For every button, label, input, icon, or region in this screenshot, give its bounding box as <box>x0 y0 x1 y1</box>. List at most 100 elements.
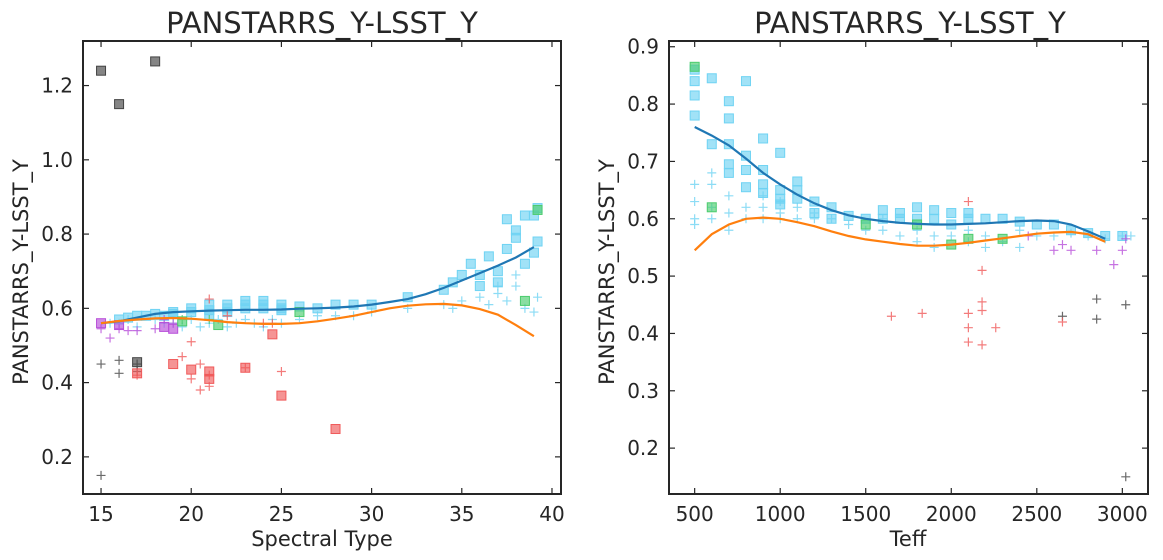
square-marker <box>689 90 700 101</box>
plus-marker <box>195 322 205 332</box>
square-marker <box>240 362 251 373</box>
plus-marker <box>977 265 987 275</box>
square-marker <box>267 329 278 340</box>
square-marker <box>723 113 734 124</box>
plus-marker <box>758 202 768 212</box>
square-marker <box>723 159 734 170</box>
plus-marker <box>204 294 214 304</box>
plus-marker <box>690 197 700 207</box>
plus-marker <box>511 281 521 291</box>
plus-marker <box>1121 300 1131 310</box>
square-marker <box>519 295 530 306</box>
plus-marker <box>1109 260 1119 270</box>
plus-marker <box>150 324 160 334</box>
plus-marker <box>929 242 939 252</box>
series-line-11 <box>100 302 535 338</box>
plus-marker <box>1015 242 1025 252</box>
square-marker <box>510 225 521 236</box>
plus-marker <box>1121 234 1131 244</box>
left-y-axis-label: PANSTARRS_Y-LSST_Y <box>9 159 34 385</box>
x-tick-label: 3000 <box>1097 502 1148 526</box>
x-tick-label: 35 <box>449 502 474 526</box>
plus-marker <box>222 311 232 321</box>
left-x-axis-label: Spectral Type <box>251 527 393 551</box>
plus-marker <box>844 219 854 229</box>
y-tick-label: 0.5 <box>627 264 659 288</box>
square-marker <box>186 364 197 375</box>
plus-marker <box>222 322 232 332</box>
square-marker <box>929 205 940 216</box>
plus-marker <box>186 374 196 384</box>
square-marker <box>222 299 233 310</box>
plus-marker <box>878 225 888 235</box>
left-chart-title: PANSTARRS_Y-LSST_Y <box>166 6 478 40</box>
y-tick-label: 0.3 <box>627 379 659 403</box>
right-ticks: 500 1000 1500 2000 2500 3000 0.2 0.3 0.4 0.5 0.6 0.… <box>627 35 1148 526</box>
square-marker <box>1100 230 1111 241</box>
x-tick-label: 2000 <box>926 502 977 526</box>
plus-marker <box>707 168 717 178</box>
plus-marker <box>114 355 124 365</box>
plus-marker <box>980 231 990 241</box>
plus-marker <box>1126 231 1136 241</box>
right-chart-title: PANSTARRS_Y-LSST_Y <box>754 6 1066 40</box>
plus-marker <box>186 337 196 347</box>
square-marker <box>689 110 700 121</box>
right-panel: PANSTARRS_Y-LSST_Y 500 1000 1500 2000 2500 30… <box>595 6 1149 551</box>
plus-marker <box>724 191 734 201</box>
plus-marker <box>1092 294 1102 304</box>
x-tick-label: 1000 <box>755 502 806 526</box>
plus-marker <box>707 179 717 189</box>
square-marker <box>689 76 700 87</box>
square-marker <box>860 219 871 230</box>
square-marker <box>1066 225 1077 236</box>
square-marker <box>723 96 734 107</box>
square-marker <box>963 213 974 224</box>
left-ticks: 15 20 25 30 35 40 0.2 0.4 0.6 0.8 1.0 1.2 <box>41 41 565 526</box>
square-marker <box>809 208 820 219</box>
y-tick-label: 0.6 <box>41 296 73 320</box>
plus-marker <box>1092 314 1102 324</box>
x-tick-label: 1500 <box>840 502 891 526</box>
plus-marker <box>724 208 734 218</box>
square-marker <box>706 202 717 213</box>
square-marker <box>1117 230 1128 241</box>
plus-marker <box>895 231 905 241</box>
series-line-7 <box>693 216 1106 252</box>
square-marker <box>758 179 769 190</box>
square-marker <box>929 213 940 224</box>
left-plot-frame <box>82 40 562 495</box>
square-marker <box>689 61 700 72</box>
plus-marker <box>1121 472 1131 482</box>
square-marker <box>519 258 530 269</box>
plus-marker <box>690 219 700 229</box>
square-marker <box>168 323 179 334</box>
y-tick-label: 0.8 <box>627 92 659 116</box>
square-marker <box>826 213 837 224</box>
plus-marker <box>963 225 973 235</box>
y-tick-label: 0.6 <box>627 207 659 231</box>
y-tick-label: 1.0 <box>41 148 73 172</box>
square-marker <box>532 236 543 247</box>
plus-marker <box>1057 240 1067 250</box>
square-marker <box>792 176 803 187</box>
plus-marker <box>690 179 700 189</box>
plus-marker <box>963 308 973 318</box>
plus-marker <box>529 307 539 317</box>
plus-marker <box>96 470 106 480</box>
plus-marker <box>475 292 485 302</box>
y-tick-label: 0.4 <box>627 321 659 345</box>
square-marker <box>492 277 503 288</box>
y-tick-label: 0.9 <box>627 35 659 59</box>
square-marker <box>946 208 957 219</box>
series-line-6 <box>694 126 1106 240</box>
right-y-axis-label: PANSTARRS_Y-LSST_Y <box>595 159 620 385</box>
plus-marker <box>963 197 973 207</box>
square-marker <box>980 213 991 224</box>
square-marker <box>723 167 734 178</box>
x-tick-label: 2500 <box>1011 502 1062 526</box>
square-marker <box>912 202 923 213</box>
square-marker <box>483 251 494 262</box>
plus-marker <box>123 326 133 336</box>
square-marker <box>877 205 888 216</box>
